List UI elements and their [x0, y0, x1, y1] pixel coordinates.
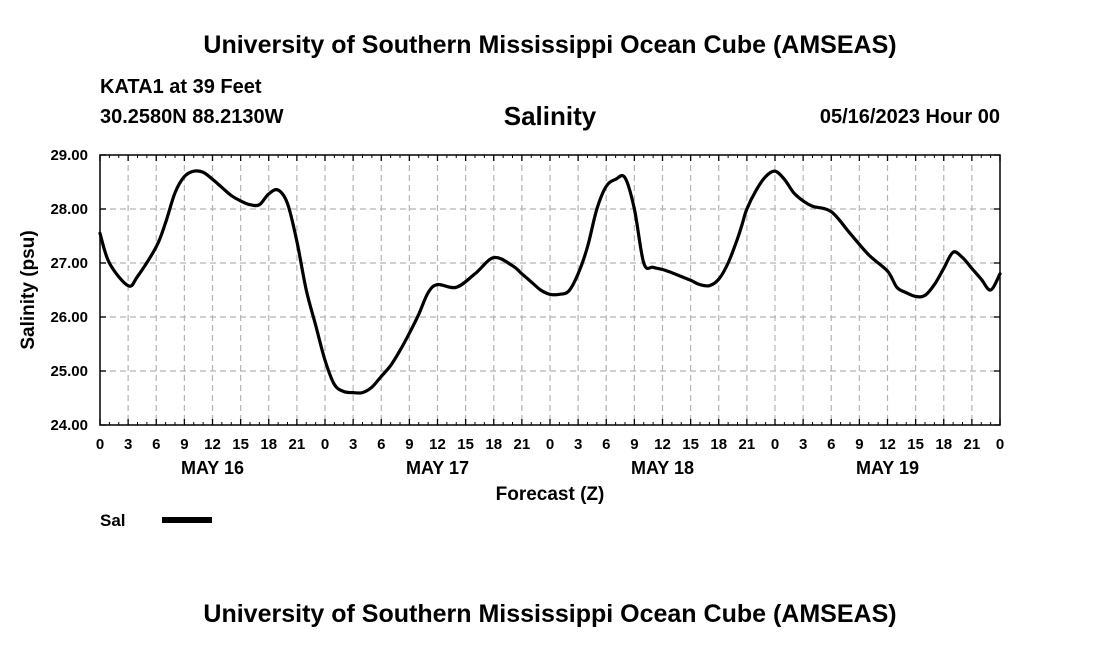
x-tick-label: 3 — [124, 436, 132, 453]
x-tick-label: 3 — [349, 436, 357, 453]
x-tick-label: 3 — [574, 436, 582, 453]
x-tick-label: 12 — [204, 436, 221, 453]
x-tick-label: 15 — [232, 436, 249, 453]
x-tick-label: 12 — [654, 436, 671, 453]
x-tick-label: 18 — [935, 436, 952, 453]
day-label: MAY 17 — [406, 458, 469, 478]
x-tick-label: 15 — [457, 436, 474, 453]
x-tick-label: 0 — [96, 436, 104, 453]
x-tick-label: 12 — [429, 436, 446, 453]
x-tick-label: 9 — [855, 436, 863, 453]
footer-title: University of Southern Mississippi Ocean… — [203, 600, 897, 628]
day-label: MAY 18 — [631, 458, 694, 478]
day-label: MAY 19 — [856, 458, 919, 478]
legend-line-swatch — [162, 517, 212, 523]
x-tick-label: 9 — [630, 436, 638, 453]
x-tick-label: 15 — [682, 436, 699, 453]
y-tick-label: 26.00 — [50, 309, 88, 326]
station-label: KATA1 at 39 Feet — [100, 76, 262, 98]
day-label: MAY 16 — [181, 458, 244, 478]
tick-labels: 0 3 6 9 12 15 18 21 0 3 6 9 12 15 18 21 0 3 6 9 12 15 18 21 0 3 6 9… — [50, 147, 1004, 478]
legend-label: Sal — [100, 511, 126, 530]
x-tick-label: 21 — [964, 436, 981, 453]
coordinates-label: 30.2580N 88.2130W — [100, 106, 284, 128]
x-tick-label: 21 — [289, 436, 306, 453]
x-tick-label: 6 — [827, 436, 835, 453]
x-tick-label: 6 — [377, 436, 385, 453]
chart-title: Salinity — [503, 101, 597, 131]
y-tick-label: 24.00 — [50, 417, 88, 434]
y-tick-label: 27.00 — [50, 255, 88, 272]
y-tick-label: 28.00 — [50, 201, 88, 218]
axis-ticks — [99, 154, 1001, 426]
series-line-sal — [98, 169, 1002, 395]
x-tick-label: 21 — [514, 436, 531, 453]
x-tick-label: 0 — [546, 436, 554, 453]
x-tick-label: 18 — [260, 436, 277, 453]
x-tick-label: 6 — [602, 436, 610, 453]
main-title: University of Southern Mississippi Ocean… — [203, 31, 897, 59]
x-tick-label: 6 — [152, 436, 160, 453]
y-axis-label: Salinity (psu) — [18, 230, 39, 349]
y-tick-label: 29.00 — [50, 147, 88, 164]
x-tick-label: 0 — [771, 436, 779, 453]
x-axis-label: Forecast (Z) — [496, 484, 605, 505]
grid — [100, 155, 1000, 425]
x-tick-label: 0 — [321, 436, 329, 453]
x-tick-label: 3 — [799, 436, 807, 453]
x-tick-label: 21 — [739, 436, 756, 453]
x-tick-label: 15 — [907, 436, 924, 453]
x-tick-label: 18 — [485, 436, 502, 453]
run-date-label: 05/16/2023 Hour 00 — [819, 106, 1000, 128]
x-tick-label: 12 — [879, 436, 896, 453]
x-tick-label: 0 — [996, 436, 1004, 453]
x-tick-label: 9 — [405, 436, 413, 453]
x-tick-label: 18 — [710, 436, 727, 453]
y-tick-label: 25.00 — [50, 363, 88, 380]
x-tick-label: 9 — [180, 436, 188, 453]
